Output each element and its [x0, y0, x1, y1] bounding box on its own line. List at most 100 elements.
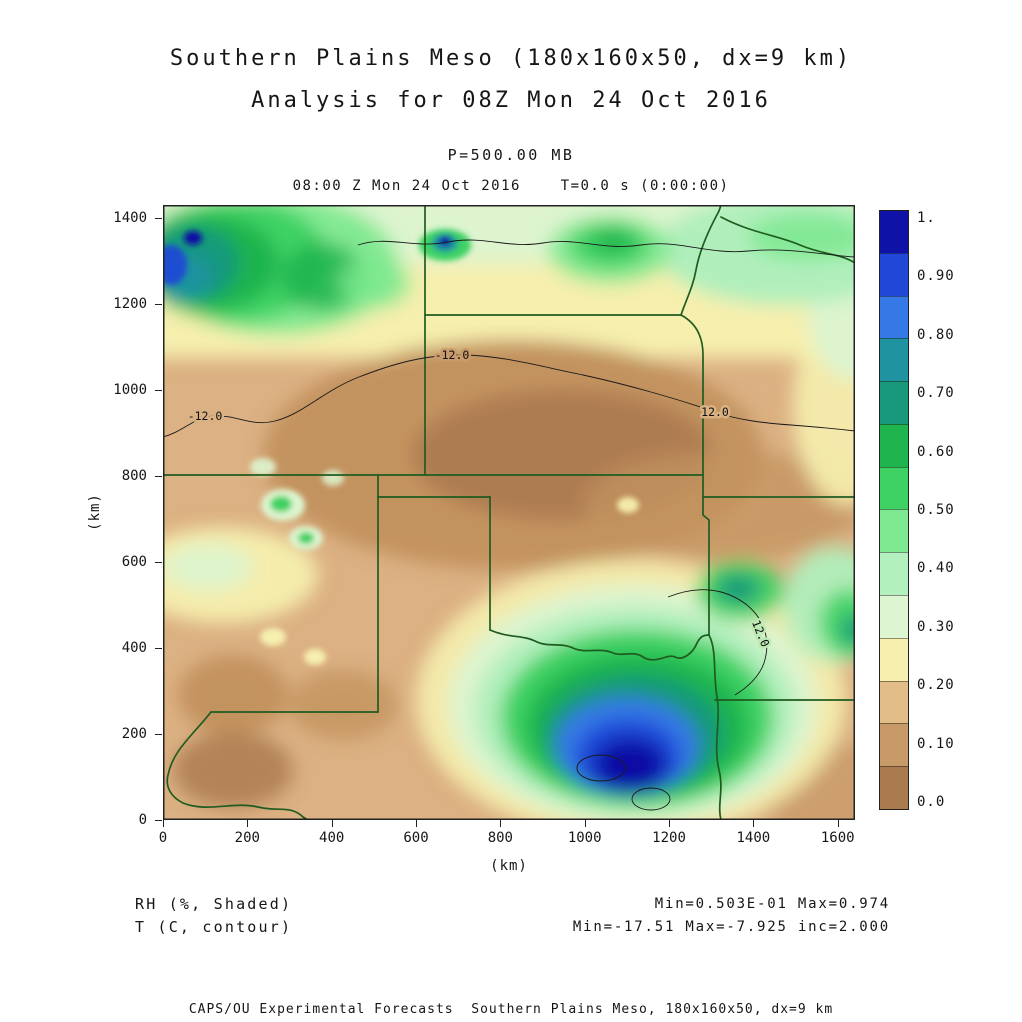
x-tick-label: 1600 [820, 830, 855, 846]
y-tick-mark [155, 475, 162, 477]
x-tick-label: 400 [319, 830, 345, 846]
rh-blob [178, 655, 288, 735]
rh-blob [163, 543, 253, 591]
y-tick-label: 1000 [113, 381, 147, 398]
state-border-path [702, 474, 710, 636]
state-border-path [720, 216, 855, 264]
x-tick-label: 600 [403, 830, 429, 846]
contour-field-label: T (C, contour) [135, 918, 293, 936]
y-tick-label: 1400 [113, 209, 147, 226]
state-border-path [680, 205, 722, 316]
colorbar-tick-label: 0.60 [917, 443, 955, 460]
temperature-contour-line [576, 754, 626, 782]
state-border-path [708, 634, 722, 820]
x-tick-label: 1000 [567, 830, 602, 846]
x-tick-label: 200 [234, 830, 260, 846]
footer-caption: CAPS/OU Experimental Forecasts Southern … [188, 1002, 834, 1017]
colorbar-segment [880, 423, 908, 467]
rh-blob [748, 213, 855, 261]
colorbar-tick-label: 0.50 [917, 502, 955, 518]
y-tick-label: 200 [121, 725, 147, 742]
map-plot-area: -12.0 -12.0 12.0 12.0 [163, 205, 855, 820]
colorbar-tick-label: 0.90 [917, 268, 955, 285]
rh-fine-details [163, 229, 639, 665]
rh-blob [250, 458, 276, 476]
colorbar [879, 210, 909, 810]
state-borders [163, 205, 855, 820]
title-line-1: Southern Plains Meso (180x160x50, dx=9 k… [169, 46, 853, 71]
rh-blob [339, 257, 411, 309]
colorbar-tick-label: 0.0 [917, 794, 946, 810]
contour-label: -12.0 [188, 409, 223, 423]
rh-blob [439, 236, 451, 246]
rh-shaded-field [163, 205, 855, 820]
valid-time-label: 08:00 Z Mon 24 Oct 2016 T=0.0 s (0:00:00… [292, 178, 730, 194]
temperature-contour-line [667, 589, 768, 696]
rh-blob [840, 614, 855, 646]
y-axis: 0 200 400 600 800 1000 1200 1400 [0, 205, 163, 828]
state-border-path [489, 629, 710, 661]
pressure-level-label: P=500.00 MB [447, 146, 575, 164]
x-tick-label: 0 [158, 830, 168, 846]
rh-blob [593, 229, 633, 253]
x-tick-mark [669, 820, 671, 827]
y-axis-unit-label: (km) [87, 493, 103, 531]
rh-blob [270, 496, 292, 512]
x-tick-label: 1400 [736, 830, 771, 846]
x-tick-mark [753, 820, 755, 827]
colorbar-segment [880, 211, 908, 253]
colorbar-tick-label: 1. [917, 210, 936, 226]
temperature-contour-line [357, 239, 855, 258]
y-tick-label: 1200 [113, 295, 147, 312]
colorbar-segment [880, 680, 908, 724]
colorbar-tick-label: 0.40 [917, 560, 955, 577]
rh-blob [184, 231, 202, 245]
shaded-field-label: RH (%, Shaded) [135, 895, 293, 913]
x-axis: 0 200 400 600 800 1000 1200 1400 1600 [159, 820, 855, 860]
x-tick-label: 800 [487, 830, 513, 846]
rh-blob [298, 532, 314, 544]
y-tick-mark [155, 389, 162, 391]
colorbar-segment [880, 637, 908, 681]
y-tick-mark [155, 733, 162, 735]
state-border-path [166, 711, 309, 820]
title-line-2: Analysis for 08Z Mon 24 Oct 2016 [251, 88, 771, 113]
colorbar-segment [880, 723, 908, 767]
y-tick-label: 0 [138, 812, 147, 828]
map-svg: -12.0-12.012.012.0 [163, 205, 855, 820]
y-tick-mark [155, 217, 162, 219]
colorbar-segment [880, 466, 908, 510]
x-tick-mark [247, 820, 249, 827]
plot-frame [163, 205, 855, 820]
colorbar-tick-label: 0.30 [917, 618, 955, 635]
colorbar-tick-label: 0.10 [917, 735, 955, 752]
colorbar-segment [880, 766, 908, 809]
shaded-field-stats: Min=0.503E-01 Max=0.974 [654, 896, 890, 912]
rh-blob [173, 732, 293, 808]
colorbar-segment [880, 381, 908, 424]
colorbar-tick-labels: 1. 0.90 0.80 0.70 0.60 0.50 0.40 0.30 0.20 0.10 0.… [917, 210, 987, 810]
x-tick-mark [331, 820, 333, 827]
temperature-contour-line [163, 354, 855, 438]
x-axis-unit-label: (km) [490, 858, 528, 874]
y-tick-label: 400 [121, 639, 147, 656]
y-tick-mark [155, 561, 162, 563]
contour-field-stats: Min=-17.51 Max=-7.925 inc=2.000 [572, 919, 890, 935]
rh-blob [716, 575, 760, 603]
state-border-path [680, 314, 704, 476]
colorbar-tick-label: 0.80 [917, 326, 955, 343]
x-tick-mark [584, 820, 586, 827]
contour-label: -12.0 [435, 348, 470, 362]
rh-blob [617, 497, 639, 513]
rh-blob [583, 450, 855, 560]
colorbar-segment [880, 509, 908, 553]
colorbar-segment [880, 552, 908, 596]
colorbar-segment [880, 252, 908, 296]
colorbar-tick-label: 0.20 [917, 677, 955, 694]
y-tick-mark [155, 647, 162, 649]
y-tick-label: 800 [121, 467, 147, 484]
colorbar-tick-label: 0.70 [917, 385, 955, 402]
x-tick-mark [500, 820, 502, 827]
colorbar-segment [880, 338, 908, 382]
rh-blob [304, 649, 326, 665]
